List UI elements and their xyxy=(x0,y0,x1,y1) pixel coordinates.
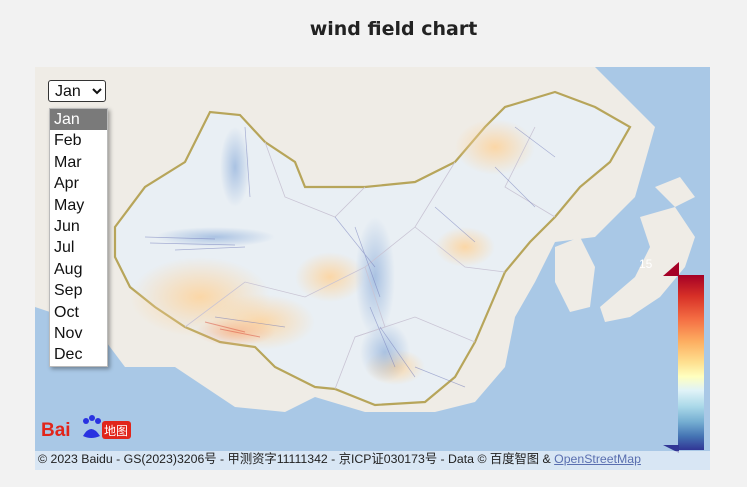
month-list-item[interactable]: Sep xyxy=(54,282,83,300)
basemap xyxy=(35,67,695,412)
month-list-item[interactable]: Jan xyxy=(50,109,107,131)
month-list-item[interactable]: Nov xyxy=(54,324,83,342)
legend-min-handle[interactable] xyxy=(663,445,679,453)
legend-max-handle[interactable] xyxy=(663,262,679,276)
logo-text-right: 地图 xyxy=(104,424,128,438)
month-list-item[interactable]: Feb xyxy=(54,132,82,150)
legend-max-label: 15 xyxy=(639,257,653,271)
map-attribution: © 2023 Baidu - GS(2023)3206号 - 甲测资字11111… xyxy=(35,451,710,470)
openstreetmap-link[interactable]: OpenStreetMap xyxy=(554,452,641,466)
month-dropdown-list: Jan Feb Mar Apr May Jun Jul Aug Sep Oct Nov Dec xyxy=(49,108,108,367)
month-list-item[interactable]: May xyxy=(54,196,85,214)
month-list-item[interactable]: Oct xyxy=(54,303,79,321)
month-list-item[interactable]: Mar xyxy=(54,153,82,171)
baidu-paw-icon: Bai 地图 xyxy=(41,415,131,441)
month-list-item[interactable]: Jun xyxy=(54,217,80,235)
month-list-item[interactable]: Aug xyxy=(54,260,83,278)
baidu-logo[interactable]: Bai 地图 xyxy=(39,412,131,446)
month-list-item[interactable]: Apr xyxy=(54,175,79,193)
logo-text-left: Bai xyxy=(41,420,71,441)
month-list-item[interactable]: Dec xyxy=(54,346,83,364)
chart-title: wind field chart xyxy=(309,18,478,40)
color-legend-bar xyxy=(678,275,704,450)
month-list-item[interactable]: Jul xyxy=(54,239,75,257)
attribution-text: © 2023 Baidu - GS(2023)3206号 - 甲测资字11111… xyxy=(38,452,555,466)
